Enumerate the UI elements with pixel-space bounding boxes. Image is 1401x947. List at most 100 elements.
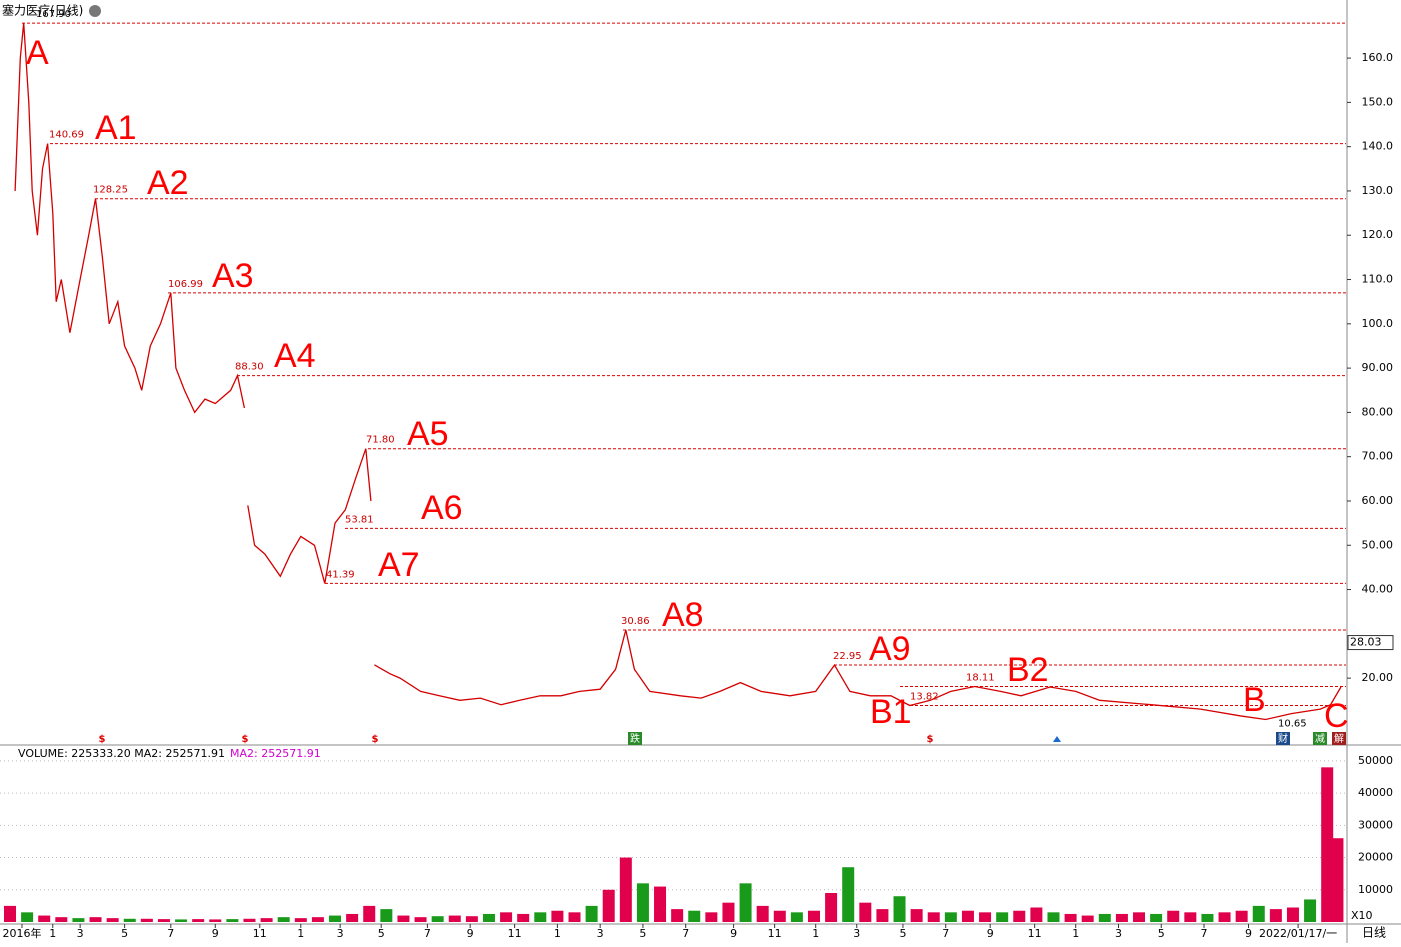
level-label: 30.86 [621, 616, 650, 627]
level-label: 88.30 [235, 362, 264, 373]
volume-bar [482, 913, 495, 922]
volume-bar [1167, 910, 1180, 922]
volume-bar [1218, 912, 1231, 922]
y-tick-label: 140.0 [1362, 140, 1394, 153]
annotation: A9 [869, 630, 911, 668]
y-tick-label: 40000 [1358, 786, 1393, 799]
y-tick-label: 130.0 [1362, 184, 1394, 197]
y-tick-label: 50.00 [1362, 538, 1394, 551]
level-label: 140.69 [49, 130, 84, 141]
annotation: A [26, 34, 49, 72]
y-tick-label: 20.00 [1362, 671, 1394, 684]
level-label: 53.81 [345, 514, 374, 525]
volume-bar [1269, 909, 1282, 922]
event-icon: 财 [1278, 732, 1288, 745]
annotation: B [1243, 681, 1266, 719]
event-icon: 减 [1315, 733, 1325, 745]
x-tick-label: 9 [730, 927, 737, 940]
volume-bar [756, 905, 769, 922]
x-tick-label: 5 [1158, 927, 1165, 940]
volume-bar [140, 918, 153, 922]
volume-bar [551, 910, 564, 922]
volume-bar [311, 917, 324, 922]
volume-bar [89, 917, 102, 922]
volume-bar [1133, 912, 1146, 922]
volume-bar [654, 886, 667, 922]
y-tick-label: 100.0 [1362, 317, 1394, 330]
y-tick-label: 160.0 [1362, 51, 1394, 64]
x-tick-label: 3 [77, 927, 84, 940]
volume-bar [1304, 899, 1317, 922]
x-tick-label: 11 [508, 927, 522, 940]
volume-bar [636, 883, 649, 922]
volume-bar [209, 919, 222, 922]
x-tick-label: 11 [253, 927, 267, 940]
volume-bar [1098, 913, 1111, 922]
level-label: 13.82 [910, 691, 939, 702]
event-icon: $ [99, 734, 106, 745]
x-tick-label: 7 [942, 927, 949, 940]
annotation: A5 [407, 415, 449, 453]
y-tick-label: 150.0 [1362, 95, 1394, 108]
volume-bar [243, 918, 256, 922]
volume-bar [72, 918, 85, 922]
volume-bar [192, 919, 205, 922]
volume-bar [910, 909, 923, 922]
y-tick-label: 30000 [1358, 818, 1393, 831]
volume-bar [380, 909, 393, 922]
volume-bar [722, 902, 735, 922]
x-tick-label: 11 [1028, 927, 1042, 940]
volume-bar [123, 918, 136, 922]
annotation: A6 [421, 489, 463, 527]
x-tick-label: 9 [467, 927, 474, 940]
volume-bar [944, 912, 957, 922]
x-tick-label: 7 [682, 927, 689, 940]
y-tick-label: 90.00 [1362, 361, 1394, 374]
annotation: A7 [378, 546, 420, 584]
unit-label: X10 [1351, 909, 1373, 922]
event-box [1313, 732, 1327, 745]
volume-bar [859, 902, 872, 922]
volume-bar [431, 916, 444, 922]
annotation: A4 [274, 337, 316, 375]
ma-legend: MA2: 252571.91 [230, 747, 321, 760]
level-label: 41.39 [326, 569, 355, 580]
annotation: A2 [147, 164, 189, 202]
y-tick-label: 60.00 [1362, 494, 1394, 507]
x-tick-label: 3 [337, 927, 344, 940]
y-tick-label: 120.0 [1362, 228, 1394, 241]
x-tick-label: 5 [639, 927, 646, 940]
level-label: 106.99 [168, 279, 203, 290]
volume-bar [175, 919, 188, 922]
volume-bar [363, 905, 376, 922]
volume-bar [1081, 915, 1094, 922]
volume-bar [1321, 767, 1334, 922]
volume-bar [996, 912, 1009, 922]
volume-bar [21, 912, 34, 922]
y-tick-label: 50000 [1358, 754, 1393, 767]
x-tick-label: 9 [212, 927, 219, 940]
level-label: 71.80 [366, 435, 395, 446]
level-label: 167.90 [36, 9, 71, 20]
volume-bar [1115, 913, 1128, 922]
annotation: A8 [662, 596, 704, 634]
level-label: 18.11 [966, 672, 995, 683]
volume-bar [277, 917, 290, 922]
volume-bar [807, 910, 820, 922]
title-menu-icon[interactable] [89, 5, 101, 17]
volume-bar [1150, 913, 1163, 922]
event-box [628, 732, 642, 745]
y-tick-label: 70.00 [1362, 450, 1394, 463]
annotation: B1 [870, 693, 912, 731]
x-tick-label: 1 [812, 927, 819, 940]
event-box [1276, 732, 1290, 745]
x-tick-label: 9 [987, 927, 994, 940]
volume-bar [414, 917, 427, 922]
x-tick-label: 1 [1072, 927, 1079, 940]
volume-bar [842, 867, 855, 922]
event-icon: 跌 [630, 732, 640, 745]
volume-bar [226, 919, 239, 922]
volume-bar [773, 910, 786, 922]
volume-bar [739, 883, 752, 922]
x-tick-label: 7 [167, 927, 174, 940]
